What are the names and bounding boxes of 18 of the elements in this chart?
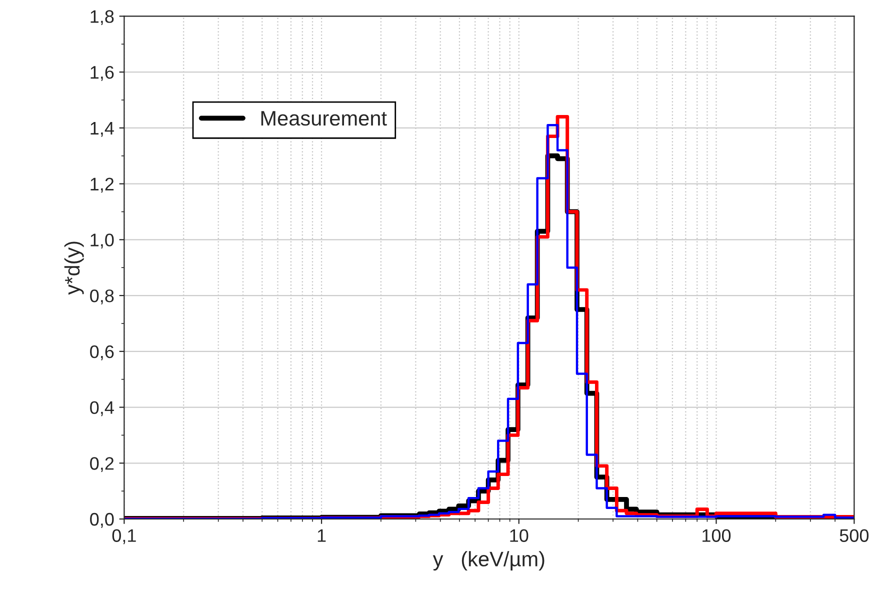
- y-tick-label: 1,2: [90, 178, 114, 193]
- y-tick-label: 1,6: [90, 66, 114, 81]
- y-tick-label: 0,4: [90, 401, 114, 416]
- y-tick-label: 0,2: [90, 457, 114, 472]
- y-axis-title: y*d(y): [64, 242, 84, 295]
- x-tick-label: 1: [318, 529, 326, 542]
- y-tick-label: 0,6: [90, 345, 114, 360]
- y-tick-label: 1,8: [90, 10, 114, 26]
- y-tick-label: 0,0: [90, 512, 114, 528]
- x-tick-label: 500: [840, 529, 869, 542]
- x-axis-title: y (keV/µm): [432, 551, 544, 571]
- x-tick-label: 0,1: [112, 529, 136, 544]
- legend-label: Measurement: [261, 111, 387, 126]
- x-tick-label: 100: [702, 529, 731, 542]
- y-tick-label: 1,0: [90, 234, 114, 249]
- y-tick-label: 0,8: [90, 289, 114, 304]
- y-tick-label: 1,4: [90, 122, 114, 137]
- x-tick-label: 10: [510, 529, 528, 542]
